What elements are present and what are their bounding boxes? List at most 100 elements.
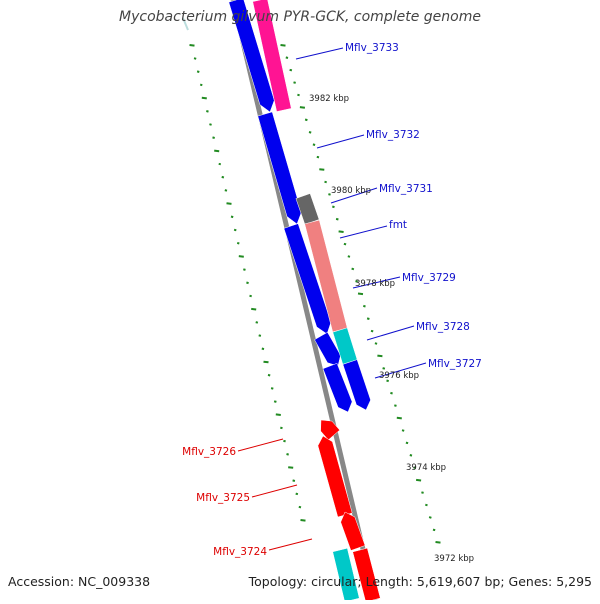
- gene-label: Mflv_3727: [428, 358, 482, 370]
- scale-tick-outer: [428, 516, 432, 519]
- scale-tick: [193, 57, 197, 60]
- scale-tick-outer: [304, 118, 308, 122]
- scale-tick: [273, 400, 277, 403]
- scale-tick: [226, 202, 232, 205]
- scale-label: 3982 kbp: [309, 94, 349, 104]
- scale-tick-outer: [396, 416, 402, 420]
- scale-tick-outer: [415, 478, 422, 482]
- scale-tick: [292, 479, 296, 482]
- scale-tick-outer: [382, 367, 386, 370]
- gene-label-leader: [366, 325, 415, 341]
- scale-tick: [209, 123, 212, 126]
- backbone-stub: [182, 17, 189, 31]
- scale-tick-outer: [338, 230, 344, 233]
- scale-tick-outer: [332, 205, 335, 209]
- scale-label: 3978 kbp: [355, 279, 395, 289]
- scale-tick-outer: [366, 317, 370, 320]
- scale-tick-outer: [357, 292, 364, 296]
- scale-tick: [251, 307, 257, 311]
- scale-tick: [270, 387, 274, 390]
- scale-label: 3974 kbp: [406, 463, 446, 473]
- scale-labels: 3982 kbp 3980 kbp 3978 kbp 3976 kbp 3974 kbp…: [309, 94, 474, 564]
- scale-tick-outer: [324, 180, 327, 184]
- scale-tick-outer: [343, 242, 347, 246]
- scale-tick-outer: [435, 541, 441, 544]
- gene-feature-red-1: [320, 419, 341, 441]
- gene-label-leader: [237, 438, 284, 452]
- gene-label: Mflv_3729: [402, 272, 456, 284]
- scale-tick: [263, 360, 269, 364]
- scale-tick-outer: [401, 429, 405, 432]
- scale-tick-outer: [405, 441, 409, 445]
- scale-tick: [286, 453, 289, 456]
- gene-label-leader: [268, 538, 313, 551]
- scale-tick-outer: [370, 329, 374, 333]
- scale-tick-outer: [374, 342, 378, 345]
- gene-label-leader: [251, 484, 298, 498]
- scale-tick: [300, 519, 306, 522]
- gene-label: Mflv_3725: [196, 492, 250, 504]
- gene-feature-blue-6: [342, 359, 371, 411]
- scale-tick-outer: [425, 503, 428, 507]
- scale-label: 3972 kbp: [434, 554, 474, 564]
- gene-label: Mflv_3726: [182, 446, 236, 458]
- scale-tick: [218, 162, 222, 166]
- scale-tick: [258, 334, 262, 337]
- scale-tick-outer: [413, 466, 417, 470]
- gene-feature-red-3: [340, 511, 366, 551]
- scale-tick-outer: [328, 193, 331, 196]
- scale-tick-outer: [293, 81, 296, 84]
- backbone-line: [230, 0, 378, 601]
- scale-tick-outer: [386, 379, 389, 383]
- gene-label: Mflv_3724: [213, 546, 267, 558]
- scale-label: 3976 kbp: [379, 371, 419, 381]
- gene-label-leader: [374, 362, 427, 379]
- scale-tick-outer: [355, 280, 358, 283]
- gene-features: [228, 0, 381, 603]
- scale-tick: [298, 505, 302, 509]
- scale-tick-outer: [351, 267, 355, 271]
- gene-feature-blue-3: [283, 223, 332, 335]
- gene-feature-gray: [295, 193, 320, 225]
- backbone: [182, 0, 378, 601]
- gene-feature-blue-5: [322, 362, 353, 413]
- scale-tick-outer: [335, 217, 339, 221]
- scale-tick: [212, 136, 215, 139]
- scale-tick-outer: [297, 93, 300, 97]
- scale-tick: [255, 321, 259, 324]
- gene-label: Mflv_3731: [379, 183, 433, 195]
- gene-feature-red-2: [317, 435, 353, 518]
- scale-tick: [295, 492, 299, 496]
- scale-tick-outer: [363, 304, 366, 308]
- scale-tick: [267, 373, 271, 377]
- scale-tick-outer: [308, 131, 312, 134]
- scale-tick: [201, 96, 207, 100]
- scale-tick: [246, 281, 249, 285]
- gene-label: Mflv_3733: [345, 42, 399, 54]
- gene-feature-pink: [252, 0, 292, 112]
- scale-tick: [261, 347, 265, 351]
- scale-tick: [288, 466, 294, 469]
- scale-tick-outer: [432, 528, 436, 532]
- scale-tick: [233, 228, 237, 232]
- scale-tick: [275, 413, 281, 416]
- gene-label: Mflv_3728: [416, 321, 470, 333]
- accession-text: Accession: NC_009338: [8, 574, 151, 589]
- label-leaders: [237, 47, 427, 551]
- scale-tick-outer: [409, 454, 413, 457]
- gene-label-leader: [339, 225, 388, 239]
- scale-tick: [224, 189, 228, 192]
- scale-tick-outer: [299, 106, 306, 109]
- scale-label: 3980 kbp: [331, 186, 371, 196]
- scale-tick-outer: [319, 168, 325, 171]
- scale-tick-outer: [421, 491, 424, 494]
- scale-tick: [214, 149, 220, 153]
- scale-tick-outer: [347, 255, 351, 258]
- scale-tick: [243, 268, 246, 271]
- gene-label-leader: [352, 276, 401, 289]
- scale-tick-outer: [377, 354, 383, 358]
- scale-tick-outer: [280, 44, 286, 47]
